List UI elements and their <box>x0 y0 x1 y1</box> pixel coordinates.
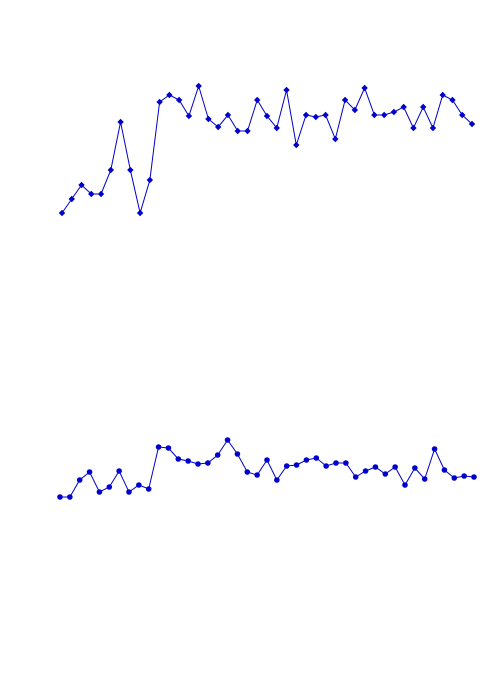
marker <box>166 91 173 99</box>
marker <box>145 486 152 492</box>
marker <box>156 98 163 106</box>
marker <box>341 96 349 104</box>
marker <box>333 460 339 466</box>
marker <box>117 118 124 126</box>
marker <box>224 111 232 119</box>
marker <box>97 190 105 198</box>
marker <box>78 181 85 189</box>
marker <box>107 166 115 174</box>
marker <box>58 209 66 217</box>
marker <box>96 489 103 495</box>
marker <box>214 123 222 131</box>
marker <box>441 467 448 473</box>
marker <box>195 82 202 90</box>
marker <box>86 469 93 475</box>
marker <box>302 111 310 119</box>
marker <box>185 112 193 120</box>
marker <box>390 108 398 116</box>
marker <box>155 444 162 450</box>
marker <box>468 120 476 128</box>
marker <box>283 86 290 94</box>
marker <box>352 474 359 480</box>
marker <box>205 460 211 466</box>
marker <box>380 111 388 119</box>
marker <box>323 463 329 469</box>
marker <box>412 465 418 471</box>
marker <box>106 484 113 490</box>
marker <box>126 489 132 495</box>
marker <box>439 91 446 99</box>
marker <box>195 461 201 467</box>
marker <box>471 474 477 480</box>
marker <box>402 482 408 488</box>
marker <box>332 135 339 143</box>
marker <box>400 103 407 111</box>
marker <box>214 452 221 458</box>
marker <box>136 482 142 488</box>
marker <box>264 457 270 463</box>
marker <box>410 124 417 132</box>
marker <box>136 209 144 217</box>
marker <box>127 166 134 174</box>
marker <box>57 494 63 500</box>
marker <box>372 464 379 470</box>
marker <box>459 111 466 119</box>
marker <box>205 115 212 123</box>
marker <box>254 472 260 478</box>
line <box>61 84 473 215</box>
line <box>60 439 475 498</box>
marker <box>361 84 368 92</box>
marker <box>312 113 320 121</box>
marker <box>421 476 428 482</box>
marker <box>234 127 241 135</box>
marker <box>293 462 300 468</box>
marker <box>88 190 95 198</box>
marker <box>343 460 349 466</box>
marker <box>431 446 438 452</box>
marker <box>303 457 310 463</box>
marker <box>175 456 182 462</box>
marker <box>351 106 359 114</box>
marker <box>293 141 300 149</box>
marker <box>451 475 458 481</box>
marker <box>392 464 398 470</box>
marker <box>371 111 378 119</box>
marker <box>283 463 290 469</box>
marker <box>68 195 75 203</box>
marker <box>224 437 231 443</box>
marker <box>419 103 427 111</box>
marker <box>362 468 369 474</box>
marker <box>274 477 280 483</box>
marker <box>244 127 251 135</box>
marker <box>146 176 154 184</box>
marker <box>322 111 329 119</box>
marker <box>175 96 183 104</box>
marker <box>67 494 73 500</box>
marker <box>263 112 271 120</box>
marker <box>76 477 83 483</box>
marker <box>234 451 241 457</box>
marker <box>429 124 437 132</box>
marker <box>461 473 467 479</box>
marker <box>449 96 456 104</box>
marker <box>254 96 261 104</box>
marker <box>116 468 122 474</box>
marker <box>313 455 320 461</box>
marker <box>165 445 172 451</box>
marker <box>244 469 251 475</box>
marker <box>273 124 280 132</box>
marker <box>382 471 389 477</box>
marker <box>185 458 191 464</box>
